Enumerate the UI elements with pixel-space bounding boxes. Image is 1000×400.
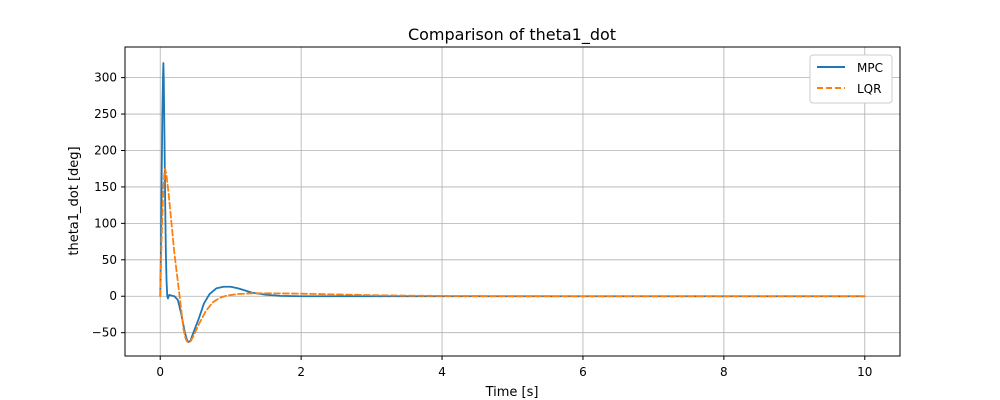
y-tick-label: 50 (102, 253, 117, 267)
x-tick-label: 8 (720, 365, 728, 379)
x-axis-label: Time [s] (485, 385, 539, 400)
legend-label-mpc: MPC (857, 61, 883, 75)
legend: MPC LQR (809, 54, 893, 104)
y-tick-label: 250 (94, 107, 117, 121)
y-tick-label: 100 (94, 216, 117, 230)
legend-label-lqr: LQR (857, 82, 881, 96)
x-tick-label: 6 (579, 365, 587, 379)
plot-area (125, 47, 900, 356)
axes-frame (124, 46, 901, 357)
series-lines (159, 62, 866, 344)
y-tick-label: −50 (92, 326, 117, 340)
chart-title: Comparison of theta1_dot (408, 25, 616, 45)
y-tick-label: 200 (94, 143, 117, 157)
x-tick-label: 0 (156, 365, 164, 379)
y-axis-label: theta1_dot [deg] (67, 146, 82, 255)
x-tick-label: 4 (438, 365, 446, 379)
y-tick-label: 300 (94, 71, 117, 85)
series-line-lqr (159, 167, 866, 344)
y-tick-label: 0 (109, 289, 117, 303)
y-tick-label: 150 (94, 180, 117, 194)
x-tick-label: 2 (297, 365, 305, 379)
axis-ticks: 0 2 4 6 8 10 −50 0 50 100 150 200 250 300 (92, 71, 873, 379)
x-tick-label: 10 (857, 365, 872, 379)
